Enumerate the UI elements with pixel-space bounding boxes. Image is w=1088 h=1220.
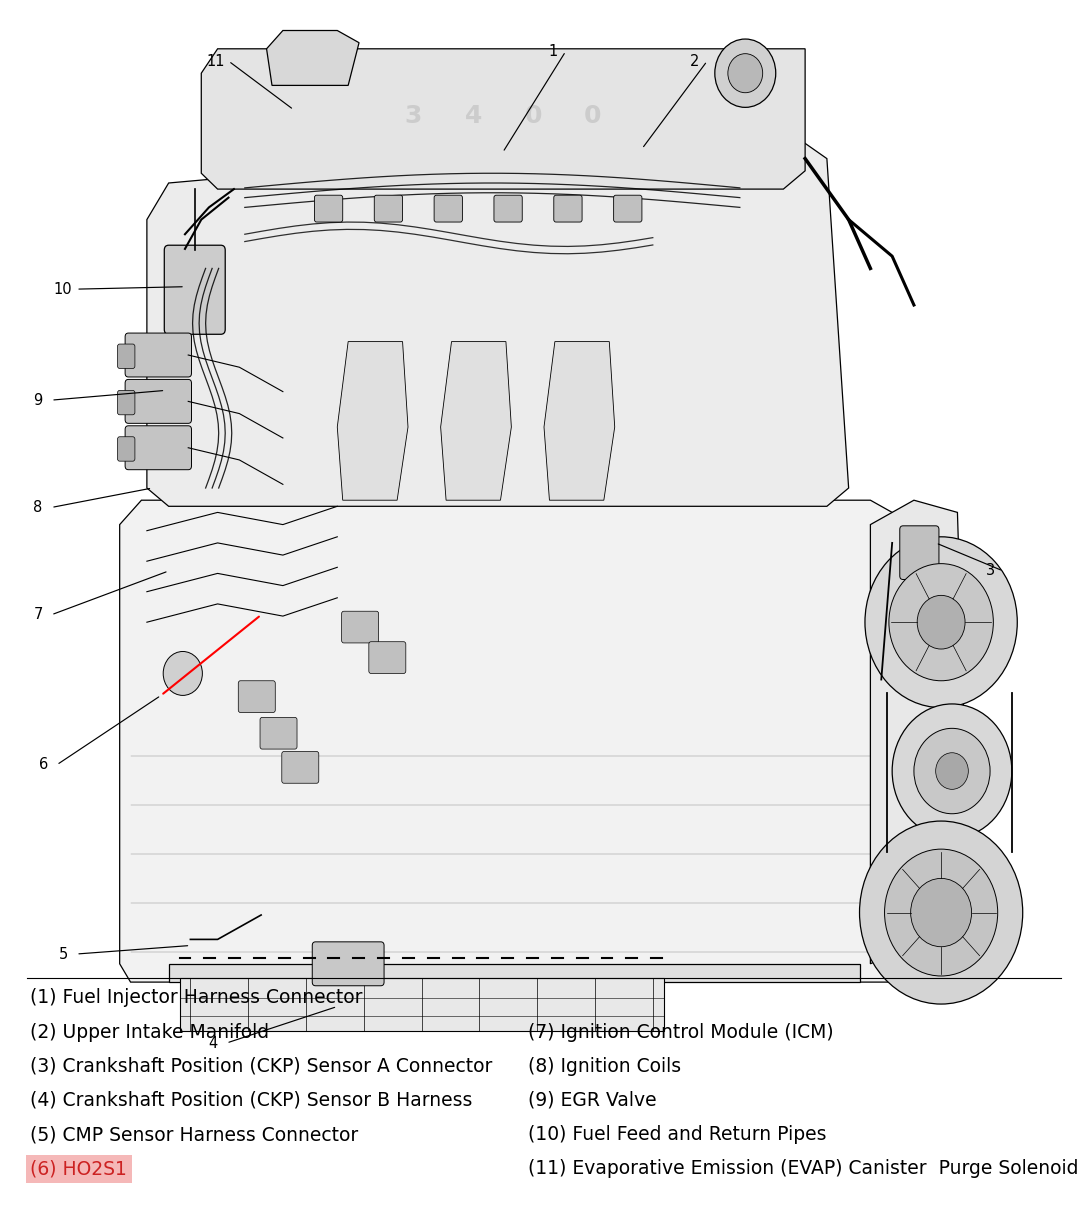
FancyBboxPatch shape: [314, 195, 343, 222]
Polygon shape: [180, 978, 664, 1031]
Polygon shape: [441, 342, 511, 500]
Polygon shape: [201, 49, 805, 189]
FancyBboxPatch shape: [164, 245, 225, 334]
FancyBboxPatch shape: [118, 390, 135, 415]
FancyBboxPatch shape: [118, 437, 135, 461]
Circle shape: [917, 595, 965, 649]
Text: (2) Upper Intake Manifold: (2) Upper Intake Manifold: [30, 1022, 270, 1042]
FancyBboxPatch shape: [374, 195, 403, 222]
FancyBboxPatch shape: [238, 681, 275, 712]
Polygon shape: [120, 500, 914, 982]
Text: (6) HO2S1: (6) HO2S1: [30, 1159, 127, 1179]
Text: 0: 0: [524, 104, 542, 128]
Circle shape: [911, 878, 972, 947]
Text: (9) EGR Valve: (9) EGR Valve: [528, 1091, 656, 1110]
Circle shape: [715, 39, 776, 107]
FancyBboxPatch shape: [118, 344, 135, 368]
Text: 3: 3: [405, 104, 422, 128]
Text: (10) Fuel Feed and Return Pipes: (10) Fuel Feed and Return Pipes: [528, 1125, 826, 1144]
Text: (1) Fuel Injector Harness Connector: (1) Fuel Injector Harness Connector: [30, 988, 363, 1008]
Text: 1: 1: [548, 44, 557, 59]
Polygon shape: [267, 30, 359, 85]
FancyBboxPatch shape: [614, 195, 642, 222]
FancyBboxPatch shape: [342, 611, 379, 643]
Text: 0: 0: [584, 104, 602, 128]
Text: 7: 7: [34, 608, 42, 622]
Circle shape: [865, 537, 1017, 708]
Circle shape: [885, 849, 998, 976]
Text: 4: 4: [465, 104, 482, 128]
Text: (11) Evaporative Emission (EVAP) Canister  Purge Solenoid: (11) Evaporative Emission (EVAP) Caniste…: [528, 1159, 1078, 1179]
Text: 10: 10: [53, 282, 73, 296]
Text: 2: 2: [690, 54, 698, 68]
FancyBboxPatch shape: [434, 195, 462, 222]
FancyBboxPatch shape: [312, 942, 384, 986]
Bar: [98, 49, 1034, 994]
FancyBboxPatch shape: [125, 426, 191, 470]
FancyBboxPatch shape: [282, 752, 319, 783]
FancyBboxPatch shape: [125, 379, 191, 423]
FancyBboxPatch shape: [494, 195, 522, 222]
Polygon shape: [870, 500, 968, 964]
Text: 4: 4: [209, 1036, 218, 1050]
Text: (3) Crankshaft Position (CKP) Sensor A Connector: (3) Crankshaft Position (CKP) Sensor A C…: [30, 1057, 493, 1076]
Polygon shape: [147, 128, 849, 506]
Polygon shape: [544, 342, 615, 500]
Text: 6: 6: [39, 758, 48, 772]
Circle shape: [728, 54, 763, 93]
Circle shape: [163, 651, 202, 695]
Text: 11: 11: [206, 54, 225, 68]
Polygon shape: [169, 964, 860, 982]
Polygon shape: [337, 342, 408, 500]
Text: (5) CMP Sensor Harness Connector: (5) CMP Sensor Harness Connector: [30, 1125, 359, 1144]
Circle shape: [936, 753, 968, 789]
Text: 3: 3: [986, 564, 994, 578]
Text: (8) Ignition Coils: (8) Ignition Coils: [528, 1057, 681, 1076]
FancyBboxPatch shape: [260, 717, 297, 749]
Text: (4) Crankshaft Position (CKP) Sensor B Harness: (4) Crankshaft Position (CKP) Sensor B H…: [30, 1091, 473, 1110]
Text: 8: 8: [34, 500, 42, 515]
Circle shape: [892, 704, 1012, 838]
FancyBboxPatch shape: [125, 333, 191, 377]
FancyBboxPatch shape: [369, 642, 406, 673]
Circle shape: [889, 564, 993, 681]
Circle shape: [860, 821, 1023, 1004]
Text: 9: 9: [34, 393, 42, 407]
Circle shape: [914, 728, 990, 814]
Text: (7) Ignition Control Module (ICM): (7) Ignition Control Module (ICM): [528, 1022, 833, 1042]
Text: 5: 5: [59, 947, 67, 961]
FancyBboxPatch shape: [900, 526, 939, 579]
FancyBboxPatch shape: [554, 195, 582, 222]
